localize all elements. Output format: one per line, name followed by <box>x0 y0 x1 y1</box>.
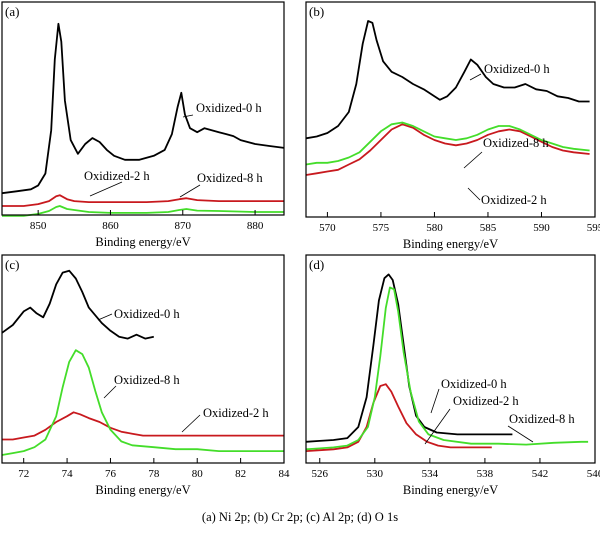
x-tick-label: 530 <box>367 468 384 480</box>
x-tick-label: 860 <box>102 220 119 232</box>
chart-panel: 570 575 580 585 590 595 (b) Binding energy/eV Ox… <box>305 1 600 251</box>
x-tick-label: 78 <box>148 468 160 480</box>
series-line <box>305 286 589 451</box>
x-tick-label: 850 <box>30 220 47 232</box>
series-line <box>305 383 492 452</box>
panel-label: (b) <box>309 4 324 19</box>
series-line <box>2 194 284 207</box>
annotation-leader <box>467 187 481 201</box>
series-annotation: Oxidized-8 h <box>114 373 180 387</box>
x-tick-label: 590 <box>533 222 550 234</box>
annotation-leader <box>469 73 482 81</box>
panel-label: (c) <box>5 257 19 272</box>
x-axis-label: Binding energy/eV <box>95 235 190 249</box>
annotation-leader <box>89 181 123 197</box>
plot-frame <box>1 1 285 216</box>
series-line <box>2 411 284 441</box>
series-line <box>1 22 285 195</box>
x-tick-label: 570 <box>319 222 336 234</box>
series-annotation: Oxidized-0 h <box>441 377 507 391</box>
annotation-leader <box>182 114 194 118</box>
annotation-leader <box>97 313 113 321</box>
series-annotation: Oxidized-2 h <box>84 169 150 183</box>
x-tick-label: 595 <box>587 222 600 234</box>
x-tick-label: 82 <box>235 468 246 480</box>
plot-frame <box>305 254 596 464</box>
series-annotation: Oxidized-8 h <box>197 171 263 185</box>
chart-panel: 72 74 76 78 80 82 84 (c) Binding energy/eV Oxidiz… <box>1 254 291 497</box>
series-annotation: Oxidized-0 h <box>484 62 550 76</box>
x-tick-label: 74 <box>62 468 74 480</box>
x-axis-label: Binding energy/eV <box>403 237 498 251</box>
x-tick-label: 542 <box>532 468 549 480</box>
x-tick-label: 72 <box>18 468 29 480</box>
x-tick-label: 575 <box>373 222 390 234</box>
annotation-leader <box>179 184 201 198</box>
x-tick-label: 580 <box>426 222 443 234</box>
series-annotation: Oxidized-0 h <box>196 101 262 115</box>
series-annotation: Oxidized-2 h <box>481 193 547 207</box>
x-tick-label: 80 <box>192 468 204 480</box>
figure-caption: (a) Ni 2p; (b) Cr 2p; (c) Al 2p; (d) O 1… <box>201 510 399 524</box>
series-annotation: Oxidized-2 h <box>453 394 519 408</box>
x-tick-label: 585 <box>480 222 497 234</box>
x-axis-label: Binding energy/eV <box>95 483 190 497</box>
series-line <box>1 349 284 456</box>
chart-panel: 526 530 534 538 542 546 (d) Binding energy/eV Ox… <box>305 254 600 497</box>
x-tick-label: 546 <box>587 468 600 480</box>
panel-label: (d) <box>309 257 324 272</box>
x-tick-label: 76 <box>105 468 117 480</box>
plot-frame <box>1 254 285 464</box>
x-tick-label: 534 <box>422 468 439 480</box>
series-annotation: Oxidized-0 h <box>114 307 180 321</box>
x-axis-label: Binding energy/eV <box>403 483 498 497</box>
annotation-leader <box>463 151 483 169</box>
series-line <box>305 121 590 166</box>
annotation-leader <box>507 425 534 443</box>
chart-panel: 850 860 870 880 (a) Binding energy/eV Oxidized… <box>1 1 285 249</box>
series-line <box>2 205 284 217</box>
annotation-leader <box>181 414 201 433</box>
annotation-leader <box>103 385 117 399</box>
series-annotation: Oxidized-8 h <box>509 412 575 426</box>
series-line <box>1 269 154 340</box>
series-annotation: Oxidized-8 h <box>483 136 549 150</box>
x-tick-label: 870 <box>175 220 192 232</box>
series-line <box>305 123 590 176</box>
x-tick-label: 526 <box>312 468 329 480</box>
x-tick-label: 880 <box>247 220 264 232</box>
series-annotation: Oxidized-2 h <box>203 406 269 420</box>
x-tick-label: 84 <box>279 468 291 480</box>
annotation-leader <box>424 408 451 445</box>
plot-frame <box>305 1 596 218</box>
series-line <box>305 20 590 140</box>
x-tick-label: 538 <box>477 468 494 480</box>
series-line <box>305 273 513 443</box>
annotation-leader <box>430 388 440 414</box>
panel-label: (a) <box>5 4 19 19</box>
